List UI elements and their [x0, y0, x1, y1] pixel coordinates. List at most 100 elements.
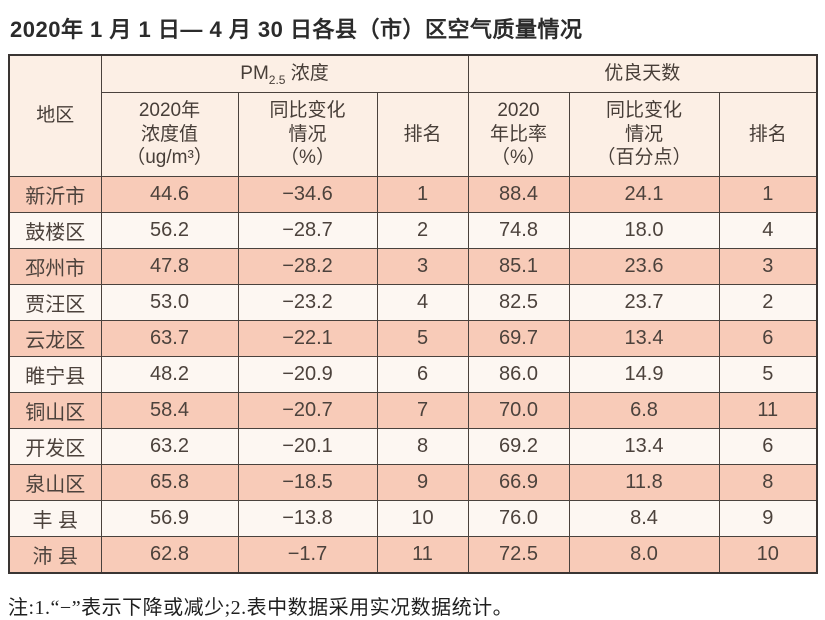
cell-pm-change: −34.6 — [237, 176, 378, 213]
cell-region: 邳州市 — [8, 248, 102, 285]
table-row: 云龙区 63.7 −22.1 5 69.7 13.4 6 — [8, 320, 818, 357]
col-header-pm-rank: 排名 — [376, 92, 469, 177]
cell-good-rank: 3 — [718, 248, 818, 285]
cell-pm-change: −13.8 — [237, 500, 378, 537]
table-header: 地区 PM2.5 浓度 优良天数 2020年 浓度值 （ug/m³） 同比变化 … — [8, 54, 818, 177]
col-header-good-change: 同比变化 情况 （百分点） — [568, 92, 720, 177]
cell-good-change: 14.9 — [568, 356, 720, 393]
table-row: 铜山区 58.4 −20.7 7 70.0 6.8 11 — [8, 392, 818, 429]
col-header-pm-value: 2020年 浓度值 （ug/m³） — [100, 92, 239, 177]
cell-good-rank: 8 — [718, 464, 818, 501]
cell-pm-value: 63.7 — [100, 320, 239, 357]
cell-pm-rank: 2 — [376, 212, 469, 249]
cell-good-ratio: 86.0 — [467, 356, 570, 393]
cell-good-ratio: 74.8 — [467, 212, 570, 249]
cell-good-ratio: 76.0 — [467, 500, 570, 537]
cell-good-rank: 11 — [718, 392, 818, 429]
cell-pm-rank: 7 — [376, 392, 469, 429]
cell-good-change: 24.1 — [568, 176, 720, 213]
cell-good-change: 6.8 — [568, 392, 720, 429]
cell-region: 开发区 — [8, 428, 102, 465]
table-row: 睢宁县 48.2 −20.9 6 86.0 14.9 5 — [8, 356, 818, 393]
cell-good-rank: 2 — [718, 284, 818, 321]
col-header-good-rank: 排名 — [718, 92, 818, 177]
page-title: 2020年 1 月 1 日— 4 月 30 日各县（市）区空气质量情况 — [10, 17, 583, 42]
cell-good-ratio: 66.9 — [467, 464, 570, 501]
col-group-good-days: 优良天数 — [467, 54, 818, 93]
cell-region: 泉山区 — [8, 464, 102, 501]
table-row: 丰 县 56.9 −13.8 10 76.0 8.4 9 — [8, 500, 818, 537]
cell-region: 贾汪区 — [8, 284, 102, 321]
cell-region: 鼓楼区 — [8, 212, 102, 249]
cell-good-rank: 9 — [718, 500, 818, 537]
cell-good-ratio: 70.0 — [467, 392, 570, 429]
cell-pm-value: 63.2 — [100, 428, 239, 465]
table-row: 邳州市 47.8 −28.2 3 85.1 23.6 3 — [8, 248, 818, 285]
cell-pm-value: 48.2 — [100, 356, 239, 393]
cell-pm-value: 65.8 — [100, 464, 239, 501]
cell-good-rank: 6 — [718, 320, 818, 357]
cell-good-change: 23.6 — [568, 248, 720, 285]
table-row: 开发区 63.2 −20.1 8 69.2 13.4 6 — [8, 428, 818, 465]
pm25-subscript: 2.5 — [268, 72, 286, 87]
cell-pm-change: −23.2 — [237, 284, 378, 321]
cell-pm-rank: 6 — [376, 356, 469, 393]
table-row: 贾汪区 53.0 −23.2 4 82.5 23.7 2 — [8, 284, 818, 321]
cell-good-rank: 6 — [718, 428, 818, 465]
cell-good-rank: 5 — [718, 356, 818, 393]
cell-good-change: 8.4 — [568, 500, 720, 537]
cell-pm-rank: 9 — [376, 464, 469, 501]
air-quality-table: 地区 PM2.5 浓度 优良天数 2020年 浓度值 （ug/m³） 同比变化 … — [8, 54, 818, 574]
cell-good-ratio: 69.2 — [467, 428, 570, 465]
cell-good-change: 23.7 — [568, 284, 720, 321]
cell-pm-rank: 8 — [376, 428, 469, 465]
cell-pm-value: 53.0 — [100, 284, 239, 321]
table-body: 新沂市 44.6 −34.6 1 88.4 24.1 1 鼓楼区 56.2 −2… — [8, 176, 818, 574]
cell-pm-value: 62.8 — [100, 536, 239, 574]
cell-good-rank: 4 — [718, 212, 818, 249]
cell-pm-change: −20.7 — [237, 392, 378, 429]
col-header-good-ratio: 2020 年比率 （%） — [467, 92, 570, 177]
col-group-pm25: PM2.5 浓度 — [100, 54, 469, 93]
cell-region: 云龙区 — [8, 320, 102, 357]
cell-region: 铜山区 — [8, 392, 102, 429]
cell-good-change: 18.0 — [568, 212, 720, 249]
table-row: 鼓楼区 56.2 −28.7 2 74.8 18.0 4 — [8, 212, 818, 249]
cell-pm-change: −18.5 — [237, 464, 378, 501]
cell-region: 睢宁县 — [8, 356, 102, 393]
cell-pm-rank: 11 — [376, 536, 469, 574]
cell-pm-change: −20.1 — [237, 428, 378, 465]
cell-pm-rank: 10 — [376, 500, 469, 537]
cell-pm-value: 58.4 — [100, 392, 239, 429]
cell-good-change: 11.8 — [568, 464, 720, 501]
cell-good-change: 13.4 — [568, 320, 720, 357]
table-row: 沛 县 62.8 −1.7 11 72.5 8.0 10 — [8, 536, 818, 574]
cell-pm-value: 56.9 — [100, 500, 239, 537]
cell-pm-change: −28.7 — [237, 212, 378, 249]
cell-good-ratio: 82.5 — [467, 284, 570, 321]
cell-good-rank: 1 — [718, 176, 818, 213]
cell-region: 丰 县 — [8, 500, 102, 537]
cell-pm-value: 56.2 — [100, 212, 239, 249]
cell-pm-rank: 4 — [376, 284, 469, 321]
cell-pm-change: −22.1 — [237, 320, 378, 357]
cell-good-ratio: 88.4 — [467, 176, 570, 213]
cell-pm-rank: 1 — [376, 176, 469, 213]
cell-pm-rank: 5 — [376, 320, 469, 357]
table-row: 泉山区 65.8 −18.5 9 66.9 11.8 8 — [8, 464, 818, 501]
col-header-pm-change: 同比变化 情况 （%） — [237, 92, 378, 177]
cell-good-ratio: 85.1 — [467, 248, 570, 285]
col-header-region: 地区 — [8, 54, 102, 177]
cell-pm-value: 44.6 — [100, 176, 239, 213]
cell-pm-change: −20.9 — [237, 356, 378, 393]
cell-good-ratio: 69.7 — [467, 320, 570, 357]
cell-pm-value: 47.8 — [100, 248, 239, 285]
footnote: 注:1.“−”表示下降或减少;2.表中数据采用实况数据统计。 — [8, 597, 514, 619]
cell-pm-change: −1.7 — [237, 536, 378, 574]
pm25-prefix: PM — [240, 63, 269, 85]
cell-good-change: 13.4 — [568, 428, 720, 465]
cell-region: 沛 县 — [8, 536, 102, 574]
cell-pm-change: −28.2 — [237, 248, 378, 285]
cell-good-change: 8.0 — [568, 536, 720, 574]
